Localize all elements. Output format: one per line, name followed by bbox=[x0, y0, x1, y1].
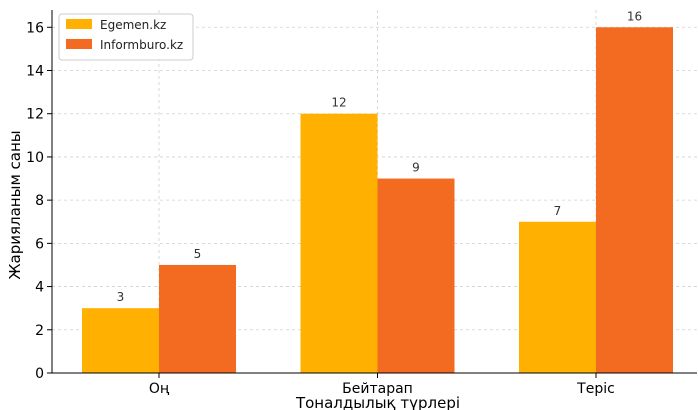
bar-egemen bbox=[519, 221, 596, 373]
legend-frame bbox=[58, 13, 194, 61]
bar-value-label: 5 bbox=[194, 247, 202, 261]
x-tick-label: Бейтарап bbox=[342, 381, 413, 397]
x-tick-label: Теріс bbox=[576, 381, 615, 397]
data-labels-layer: 3 12 7 5 9 16 bbox=[117, 9, 642, 304]
y-tick-label: 14 bbox=[26, 64, 44, 80]
y-axis-title: Жарияланым саны bbox=[6, 130, 24, 279]
bars-layer bbox=[82, 27, 673, 374]
y-tick-label: 0 bbox=[35, 366, 44, 382]
x-axis-title: Тоналдылық түрлері bbox=[295, 394, 460, 410]
y-tick-label: 16 bbox=[26, 20, 44, 36]
axes-layer: 0 2 4 6 8 10 12 14 16 Оң Бейтарап Теріс bbox=[26, 10, 697, 397]
y-tick-label: 6 bbox=[35, 236, 44, 252]
bar-value-label: 9 bbox=[412, 161, 420, 175]
y-tick-label: 12 bbox=[26, 107, 44, 123]
x-tick-label: Оң bbox=[149, 381, 170, 397]
legend-label-informburo: Informburo.kz bbox=[100, 38, 183, 52]
bar-egemen bbox=[300, 113, 378, 373]
y-tick-label: 4 bbox=[35, 280, 44, 296]
bar-value-label: 3 bbox=[117, 290, 125, 304]
bar-value-label: 12 bbox=[331, 96, 346, 110]
bar-value-label: 16 bbox=[627, 9, 642, 23]
bar-informburo bbox=[596, 27, 673, 374]
legend: Egemen.kz Informburo.kz bbox=[58, 13, 194, 61]
y-tick-label: 2 bbox=[35, 323, 44, 339]
bar-informburo bbox=[159, 264, 236, 373]
bar-informburo bbox=[377, 178, 455, 373]
y-tick-label: 10 bbox=[26, 150, 44, 166]
legend-swatch-informburo bbox=[66, 39, 92, 49]
y-tick-label: 8 bbox=[35, 193, 44, 209]
bar-value-label: 7 bbox=[554, 204, 562, 218]
bar-egemen bbox=[82, 308, 159, 373]
legend-label-egemen: Egemen.kz bbox=[100, 18, 166, 32]
legend-swatch-egemen bbox=[66, 19, 92, 29]
